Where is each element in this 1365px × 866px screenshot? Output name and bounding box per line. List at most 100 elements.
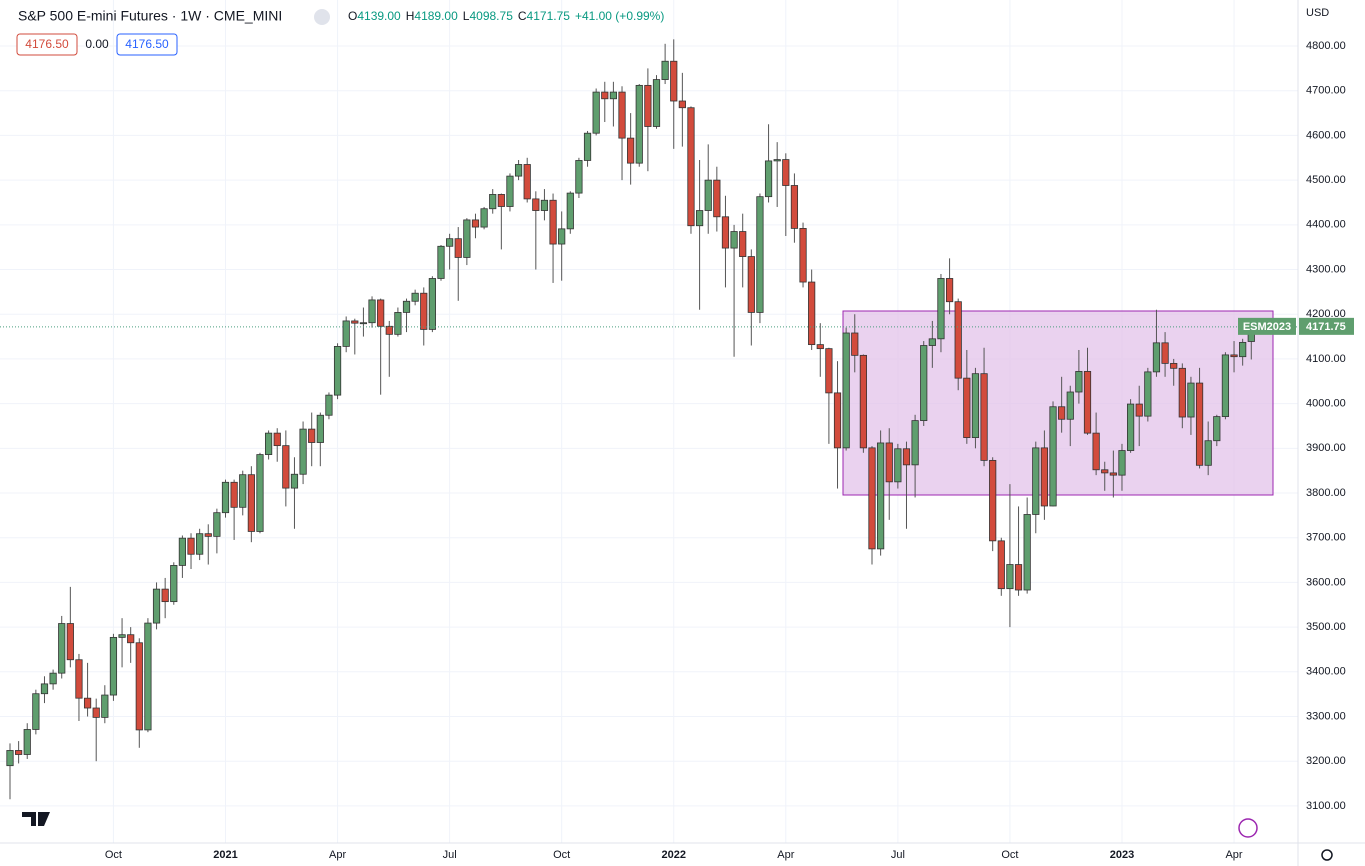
symbol-box xyxy=(1238,317,1296,335)
candle-body xyxy=(842,332,850,449)
alert-icon[interactable] xyxy=(1238,818,1258,838)
candle-body xyxy=(256,454,264,532)
candle-body xyxy=(299,428,307,475)
candle-body xyxy=(678,100,686,109)
candle-body xyxy=(704,179,712,211)
candle-body xyxy=(1006,564,1014,590)
candle-body xyxy=(808,281,816,346)
candle-body xyxy=(1066,391,1074,420)
axes: 3100.00 3200.00 3300.00 3400.00 3500.00 3600.… xyxy=(0,40,1354,861)
ohlc-key: C xyxy=(518,9,527,23)
candle-body xyxy=(816,344,824,350)
bid-box[interactable] xyxy=(16,33,78,56)
candle-body xyxy=(213,512,221,537)
candle-body xyxy=(859,354,867,449)
candle-body xyxy=(1187,382,1195,418)
candle-body xyxy=(997,540,1005,590)
y-tick-label: 3700.00 xyxy=(1306,532,1346,544)
y-tick-label: 4500.00 xyxy=(1306,174,1346,186)
ask-box[interactable] xyxy=(116,33,178,56)
candle-body xyxy=(351,320,359,324)
candle-body xyxy=(1170,362,1178,369)
candle-body xyxy=(609,91,618,100)
candle-body xyxy=(92,707,100,718)
candle-body xyxy=(83,697,92,709)
candle-body xyxy=(15,750,23,755)
candle-body xyxy=(32,693,40,730)
candle-body xyxy=(402,300,411,313)
candle-body xyxy=(1101,469,1109,474)
ask: 4176.50 xyxy=(125,37,169,51)
candle-body xyxy=(109,636,118,696)
eye-icon[interactable] xyxy=(314,9,330,25)
candle-body xyxy=(1127,403,1135,451)
currency[interactable]: USD xyxy=(1306,7,1329,19)
candle-body xyxy=(152,588,161,624)
candle-body xyxy=(833,392,842,449)
candle-body xyxy=(247,474,255,532)
candle-body xyxy=(333,346,342,396)
chart-title[interactable]: S&P 500 E-mini Futures · 1W · CME_MINI xyxy=(18,8,282,24)
candle-body xyxy=(514,164,523,177)
candle-body xyxy=(713,179,721,218)
candle-body xyxy=(902,448,911,466)
x-tick-label: Apr xyxy=(1225,849,1242,861)
candle-body xyxy=(747,256,755,313)
candle-body xyxy=(221,481,230,514)
x-tick-label: Oct xyxy=(553,849,570,861)
candle-body xyxy=(1204,440,1212,466)
candle-body xyxy=(575,160,583,194)
candle-body xyxy=(661,60,669,80)
candle-body xyxy=(264,432,273,455)
ohlc-key: L xyxy=(463,9,470,23)
candle-body xyxy=(1230,354,1238,358)
candle-body xyxy=(945,278,954,303)
y-tick-label: 3200.00 xyxy=(1306,755,1346,767)
candle-body xyxy=(411,292,419,302)
settings-icon[interactable] xyxy=(1321,849,1333,861)
candle-body xyxy=(566,192,574,230)
ohlc-key: H xyxy=(406,9,415,23)
candle-body xyxy=(1014,564,1023,591)
candle-body xyxy=(1213,416,1221,442)
candle-body xyxy=(721,216,730,249)
candles xyxy=(6,39,1255,800)
candle-body xyxy=(239,474,247,508)
candle-body xyxy=(101,694,109,718)
candle-body xyxy=(558,228,566,245)
candle-body xyxy=(497,194,505,207)
ohlc-value: 4139.00 xyxy=(357,9,401,23)
candle-body xyxy=(325,394,333,416)
y-tick-label: 3800.00 xyxy=(1306,487,1346,499)
tv-logo[interactable] xyxy=(22,812,50,826)
candle-body xyxy=(1135,403,1143,417)
candle-body xyxy=(135,642,143,731)
candle-body xyxy=(316,414,324,443)
candle-body xyxy=(127,634,135,644)
candle-body xyxy=(696,210,704,227)
candle-body xyxy=(1032,447,1040,515)
candle-body xyxy=(428,278,436,330)
candle-body xyxy=(851,332,859,356)
candle-body xyxy=(58,623,66,674)
x-tick-label: 2021 xyxy=(213,849,237,861)
candle-body xyxy=(928,338,936,346)
candle-body xyxy=(368,299,376,324)
x-tick-label: Jul xyxy=(443,849,457,861)
y-tick-label: 4600.00 xyxy=(1306,129,1346,141)
candle-body xyxy=(161,588,169,603)
candle-body xyxy=(782,159,790,186)
x-tick-label: Jul xyxy=(891,849,905,861)
candle-body xyxy=(635,84,643,164)
candle-body xyxy=(730,231,738,249)
candle-body xyxy=(532,198,540,211)
candle-body xyxy=(377,299,385,327)
candle-body xyxy=(1040,447,1048,507)
candle-body xyxy=(885,442,893,483)
candle-body xyxy=(756,196,764,313)
candle-body xyxy=(773,159,781,162)
candle-body xyxy=(687,107,695,227)
candle-body xyxy=(920,345,928,422)
candle-body xyxy=(937,278,945,340)
